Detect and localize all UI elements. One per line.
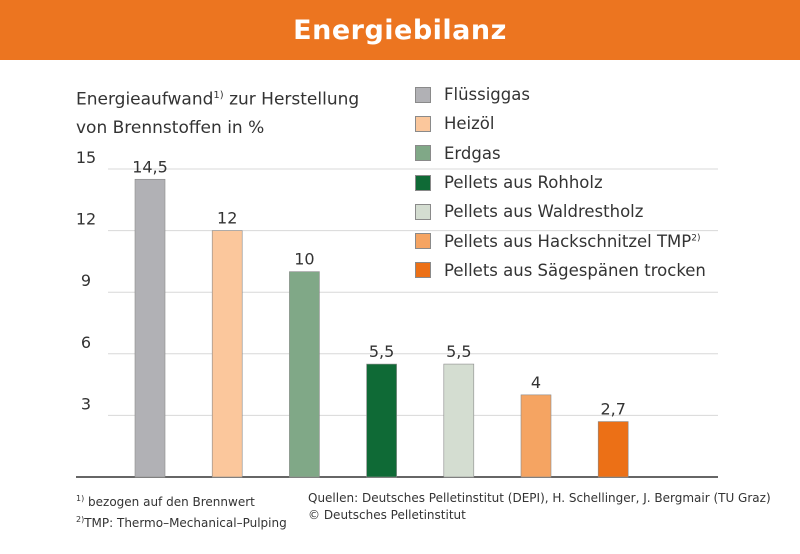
bar-value-label: 4 [531, 373, 541, 392]
bar [134, 178, 166, 478]
footnotes: 1) bezogen auf den Brennwert 2)TMP: Ther… [76, 490, 287, 532]
legend-label: Erdgas [444, 143, 501, 163]
legend-swatch [415, 115, 431, 132]
y-title-line1: Energieaufwand [76, 89, 214, 110]
y-tick-label: 12 [76, 210, 96, 229]
legend-item: Erdgas [415, 139, 706, 168]
bar-value-label: 10 [294, 250, 314, 269]
sources: Quellen: Deutsches Pelletinstitut (DEPI)… [308, 490, 771, 524]
footnote-2: 2)TMP: Thermo–Mechanical–Pulping [76, 511, 287, 532]
legend-label: Pellets aus Waldrestholz [444, 202, 644, 222]
legend-swatch [415, 262, 431, 279]
legend-item: Pellets aus Rohholz [415, 168, 706, 197]
bar [443, 363, 475, 478]
page-title: Energiebilanz [0, 0, 800, 60]
legend-label: Pellets aus Rohholz [444, 173, 603, 193]
legend-swatch [415, 233, 431, 250]
bar-value-label: 5,5 [446, 342, 471, 361]
footnote-2-text: TMP: Thermo–Mechanical–Pulping [84, 516, 287, 530]
bar [289, 271, 320, 478]
bar-value-label: 14,5 [132, 157, 168, 176]
y-title-line1-rest: zur Herstellung [223, 89, 360, 110]
legend-item: Pellets aus Waldrestholz [415, 197, 706, 226]
legend-label: Pellets aus Hackschnitzel TMP2) [444, 231, 701, 251]
footnote-1-mark: 1) [76, 494, 85, 503]
bar [520, 394, 552, 478]
legend-footnote-mark: 2) [691, 233, 701, 244]
bar-value-label: 12 [217, 209, 237, 228]
sources-line2: © Deutsches Pelletinstitut [308, 508, 466, 522]
bar-value-label: 5,5 [369, 342, 394, 361]
legend: Flüssiggas Heizöl Erdgas Pellets aus Rohhol… [415, 80, 706, 285]
bar [597, 421, 629, 478]
y-tick-label: 6 [81, 333, 91, 352]
legend-swatch [415, 145, 431, 162]
legend-item: Pellets aus Hackschnitzel TMP2) [415, 226, 706, 255]
bar [366, 363, 397, 478]
footnote-1: 1) bezogen auf den Brennwert [76, 490, 287, 511]
bar-value-label: 2,7 [600, 400, 625, 419]
legend-item: Flüssiggas [415, 80, 706, 109]
legend-item: Pellets aus Sägespänen trocken [415, 256, 706, 285]
legend-swatch [415, 86, 431, 103]
legend-label: Flüssiggas [444, 85, 530, 105]
bar [211, 230, 243, 478]
sources-line1: Quellen: Deutsches Pelletinstitut (DEPI)… [308, 491, 771, 505]
footnote-1-text: bezogen auf den Brennwert [84, 495, 255, 509]
y-title-footnote-mark: 1) [213, 90, 224, 101]
y-title-line2: von Brennstoffen in % [76, 117, 265, 138]
y-tick-label: 3 [81, 394, 91, 413]
footnote-2-mark: 2) [76, 515, 85, 524]
legend-label: Pellets aus Sägespänen trocken [444, 260, 706, 280]
legend-label: Heizöl [444, 114, 495, 134]
legend-swatch [415, 174, 431, 191]
y-tick-label: 15 [76, 148, 96, 167]
title-text: Energiebilanz [293, 14, 507, 46]
y-tick-label: 9 [81, 271, 91, 290]
legend-swatch [415, 203, 431, 220]
legend-item: Heizöl [415, 109, 706, 138]
y-axis-title: Energieaufwand1) zur Herstellung von Bre… [76, 82, 359, 142]
